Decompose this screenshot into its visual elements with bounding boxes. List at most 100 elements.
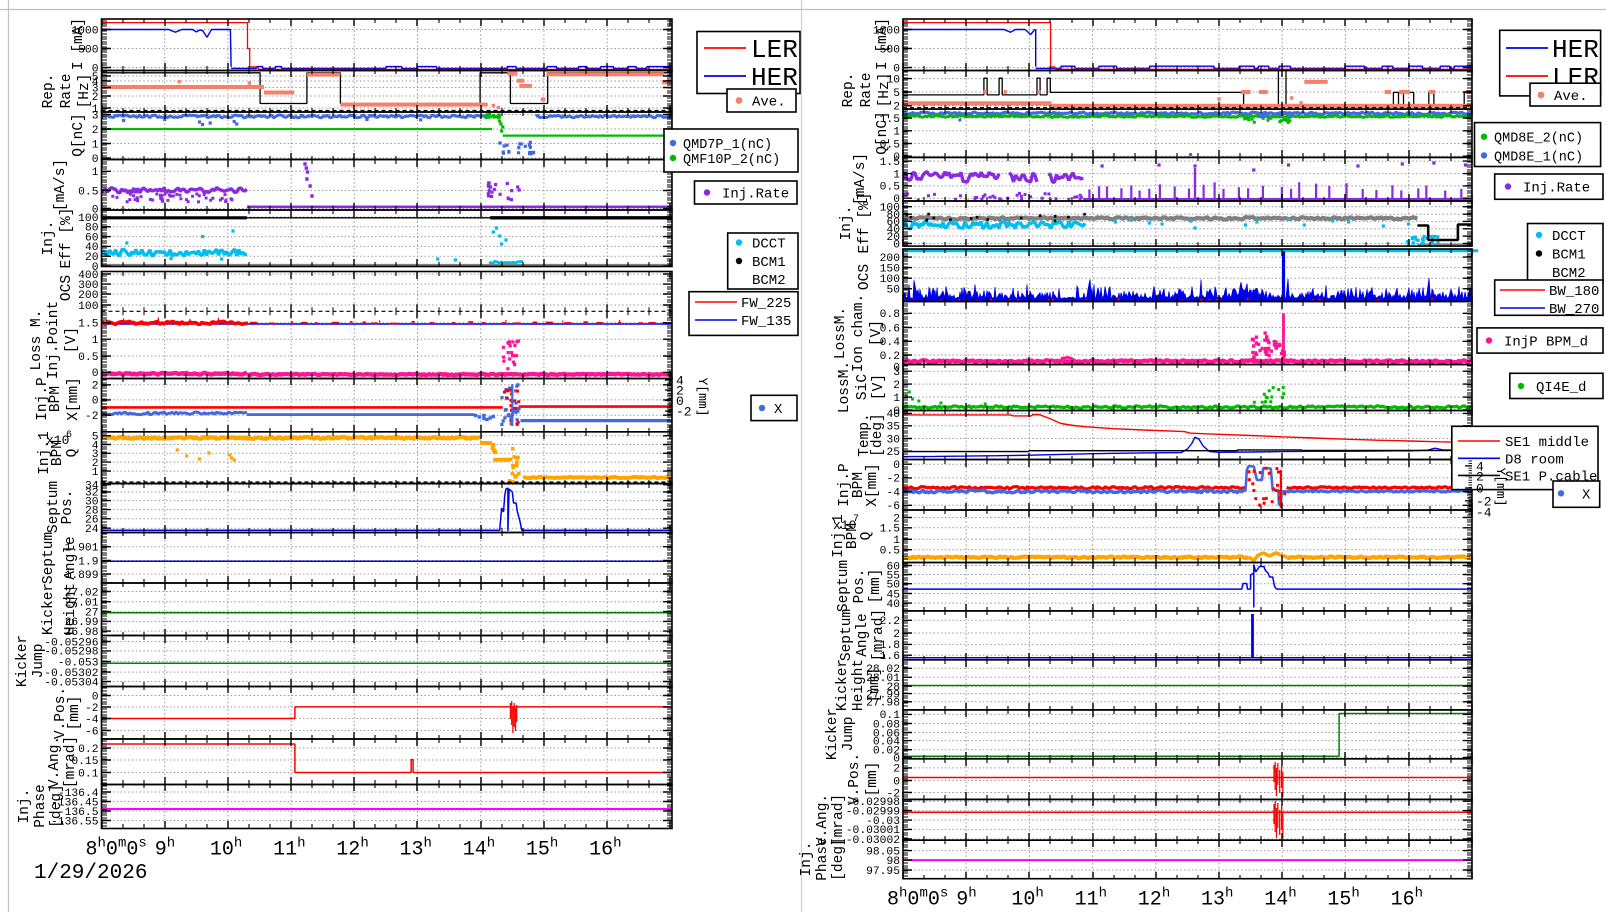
svg-text:Kicker: Kicker xyxy=(825,708,841,760)
svg-text:3: 3 xyxy=(92,110,99,122)
svg-text:QMF10P_2(nC): QMF10P_2(nC) xyxy=(683,153,780,168)
svg-text:0: 0 xyxy=(893,362,900,374)
svg-text:2: 2 xyxy=(92,125,99,137)
svg-text:OCS: OCS xyxy=(857,264,873,290)
svg-text:6: 6 xyxy=(66,430,72,441)
svg-text:13h: 13h xyxy=(400,836,432,862)
svg-text:1: 1 xyxy=(893,393,900,405)
svg-text:Rate: Rate xyxy=(59,74,75,109)
svg-text:-2: -2 xyxy=(85,703,99,715)
svg-text:Temp.: Temp. xyxy=(857,413,873,457)
svg-text:8h0m0s: 8h0m0s xyxy=(86,836,147,862)
svg-text:7: 7 xyxy=(853,514,859,525)
svg-text:-0.03002: -0.03002 xyxy=(846,835,900,847)
svg-text:200: 200 xyxy=(880,253,901,265)
svg-text:2: 2 xyxy=(893,629,900,641)
svg-text:200: 200 xyxy=(78,290,99,302)
svg-text:100: 100 xyxy=(880,274,901,286)
svg-text:97.95: 97.95 xyxy=(866,866,900,878)
svg-text:Loss M.: Loss M. xyxy=(29,310,45,371)
svg-text:-2: -2 xyxy=(85,411,99,423)
svg-text:0.5: 0.5 xyxy=(880,546,901,558)
svg-text:-6: -6 xyxy=(886,501,900,513)
svg-text:27.99: 27.99 xyxy=(866,689,900,701)
svg-text:55: 55 xyxy=(886,570,900,582)
svg-text:1: 1 xyxy=(92,139,99,151)
svg-text:[mA/s]: [mA/s] xyxy=(53,159,69,211)
svg-text:QMD7P_1(nC): QMD7P_1(nC) xyxy=(683,138,772,153)
svg-text:x10: x10 xyxy=(46,433,69,448)
svg-text:80: 80 xyxy=(886,210,900,222)
svg-text:Inj.Point: Inj.Point xyxy=(46,301,62,379)
svg-text:40: 40 xyxy=(85,242,99,254)
svg-text:0: 0 xyxy=(92,262,99,274)
svg-text:4: 4 xyxy=(92,440,99,452)
svg-text:0: 0 xyxy=(893,406,900,418)
svg-text:20: 20 xyxy=(886,232,900,244)
svg-text:Y[mm]: Y[mm] xyxy=(695,377,710,416)
svg-text:BPM: BPM xyxy=(48,386,64,412)
svg-text:27.01: 27.01 xyxy=(65,598,99,610)
svg-text:98: 98 xyxy=(886,856,900,868)
svg-text:25: 25 xyxy=(886,447,900,459)
svg-text:98.05: 98.05 xyxy=(866,846,900,858)
svg-text:100: 100 xyxy=(78,213,99,225)
svg-text:14h: 14h xyxy=(1264,886,1296,912)
svg-text:0.5: 0.5 xyxy=(880,182,901,194)
svg-text:32: 32 xyxy=(85,488,99,500)
svg-text:[mm]: [mm] xyxy=(868,569,884,604)
svg-text:2: 2 xyxy=(92,381,99,393)
svg-text:Septum: Septum xyxy=(839,609,855,661)
svg-text:OCS: OCS xyxy=(59,275,75,301)
svg-text:Septum: Septum xyxy=(46,481,62,533)
svg-text:Inj.: Inj. xyxy=(41,221,57,256)
svg-text:Inj.Rate: Inj.Rate xyxy=(1523,181,1590,197)
svg-text:0.5: 0.5 xyxy=(78,186,99,198)
svg-text:[mm]: [mm] xyxy=(865,762,881,797)
svg-text:Inj.1: Inj.1 xyxy=(37,431,53,475)
svg-text:LossM.: LossM. xyxy=(833,307,849,359)
svg-text:500: 500 xyxy=(78,44,99,56)
svg-text:40: 40 xyxy=(886,409,900,421)
svg-text:Height: Height xyxy=(63,583,79,635)
svg-text:Inj.1: Inj.1 xyxy=(831,514,847,558)
svg-text:BCM1: BCM1 xyxy=(1552,248,1586,264)
svg-text:[mA/s]: [mA/s] xyxy=(853,153,869,205)
svg-text:Y[mm]: Y[mm] xyxy=(1493,467,1508,506)
svg-text:4: 4 xyxy=(1476,459,1484,474)
svg-text:-4: -4 xyxy=(1476,505,1492,520)
svg-text:35: 35 xyxy=(886,422,900,434)
svg-text:1000: 1000 xyxy=(71,25,98,37)
svg-text:2: 2 xyxy=(676,384,684,399)
svg-text:[mrad]: [mrad] xyxy=(871,609,887,661)
svg-text:Angle: Angle xyxy=(855,613,871,657)
svg-text:V.Pos.: V.Pos. xyxy=(847,753,863,805)
svg-text:20: 20 xyxy=(85,252,99,264)
svg-text:27: 27 xyxy=(85,607,99,619)
svg-text:FW_135: FW_135 xyxy=(741,314,791,330)
svg-text:8h0m0s: 8h0m0s xyxy=(887,886,948,912)
svg-text:-2: -2 xyxy=(676,405,692,420)
svg-text:5: 5 xyxy=(92,432,99,444)
svg-text:Rate: Rate xyxy=(859,73,875,108)
svg-text:0.2: 0.2 xyxy=(880,351,900,363)
svg-text:I [mA]: I [mA] xyxy=(875,18,891,70)
svg-text:100: 100 xyxy=(880,203,901,215)
svg-text:1.9: 1.9 xyxy=(78,556,98,568)
svg-text:[mm]: [mm] xyxy=(867,668,883,703)
svg-text:1: 1 xyxy=(92,104,99,116)
svg-text:D8 room: D8 room xyxy=(1505,452,1564,468)
svg-text:Inj.: Inj. xyxy=(17,789,33,824)
svg-text:2: 2 xyxy=(92,92,99,104)
svg-text:HER: HER xyxy=(1552,35,1599,65)
svg-text:InjP BPM_d: InjP BPM_d xyxy=(1504,335,1588,351)
svg-text:2: 2 xyxy=(893,513,900,525)
svg-text:3: 3 xyxy=(92,83,99,95)
svg-text:-6: -6 xyxy=(85,726,99,738)
svg-text:[mm]: [mm] xyxy=(67,696,83,731)
svg-text:0.2: 0.2 xyxy=(78,744,98,756)
svg-text:0: 0 xyxy=(92,368,99,380)
svg-text:5: 5 xyxy=(893,88,900,100)
svg-text:[mrad]: [mrad] xyxy=(63,736,79,788)
svg-text:50: 50 xyxy=(886,580,900,592)
